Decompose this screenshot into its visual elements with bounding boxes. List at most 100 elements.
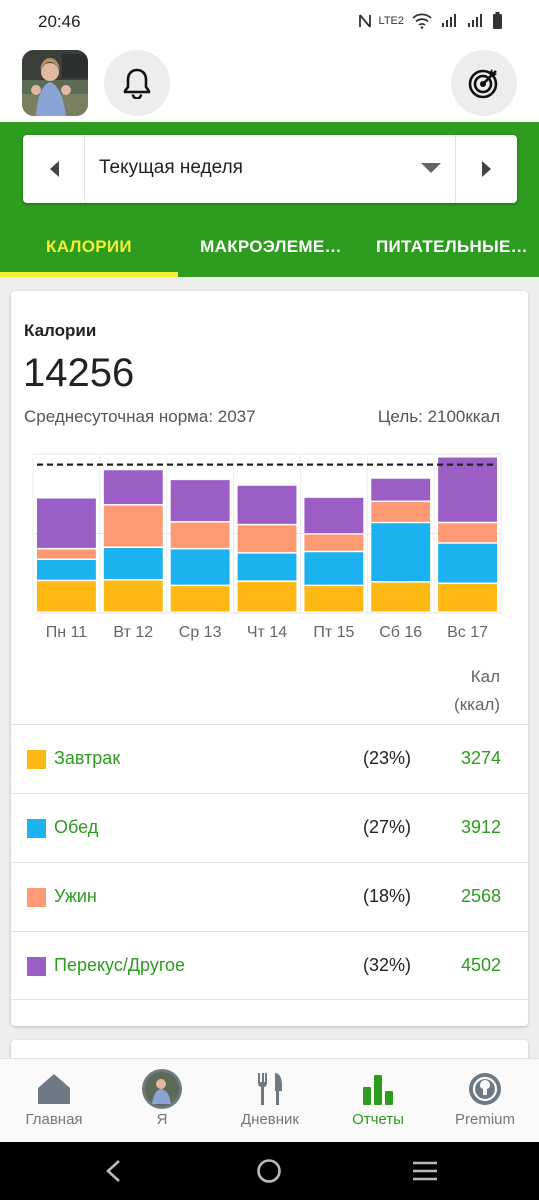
chart-bar-segment	[103, 470, 163, 505]
calories-total: 14256	[23, 351, 135, 395]
calorie-goal: Цель: 2100ккал	[377, 407, 500, 426]
chart-bar-segment	[103, 505, 163, 547]
meal-row-breakfast[interactable]: Завтрак (23%) 3274	[11, 724, 528, 793]
chart-bar-segment	[237, 581, 297, 612]
snack-swatch	[27, 957, 46, 976]
avatar[interactable]	[22, 50, 88, 116]
home-icon	[38, 1074, 70, 1104]
reports-header: Текущая неделя КАЛОРИИ МАКРОЭЛЕМЕ… ПИТАТ…	[0, 122, 539, 277]
chart-tick-label: Вс 17	[447, 624, 488, 641]
signal-icon	[468, 14, 482, 27]
nav-premium[interactable]: Premium	[431, 1059, 539, 1143]
home-system-button[interactable]	[254, 1156, 284, 1186]
nav-home[interactable]: Главная	[0, 1059, 108, 1143]
avatar-icon	[142, 1069, 182, 1109]
chart-bar-segment	[371, 478, 431, 501]
back-button[interactable]	[98, 1156, 128, 1186]
nav-reports[interactable]: Отчеты	[324, 1059, 432, 1143]
card-title: Калории	[24, 321, 97, 340]
chart-tick-label: Чт 14	[247, 624, 287, 641]
status-time: 20:46	[38, 12, 81, 31]
chart-tick-label: Пн 11	[46, 624, 87, 641]
next-week-button[interactable]	[455, 135, 517, 203]
meal-percent: (32%)	[363, 955, 412, 975]
tab-nutrients[interactable]: ПИТАТЕЛЬНЫЕ…	[376, 237, 528, 256]
status-icons: LTE2	[358, 12, 503, 30]
nfc-icon	[358, 14, 371, 28]
chart-bar-segment	[304, 497, 364, 534]
chart-bar-segment	[237, 485, 297, 524]
chevron-right-icon	[481, 161, 491, 177]
nav-me[interactable]: Я	[108, 1059, 216, 1143]
daily-average: Среднесуточная норма: 2037	[24, 407, 256, 426]
dropdown-arrow-icon[interactable]	[421, 163, 441, 173]
battery-icon	[493, 12, 502, 29]
nav-diary[interactable]: Дневник	[216, 1059, 324, 1143]
chart-bar-segment	[170, 549, 230, 585]
tab-calories[interactable]: КАЛОРИИ	[46, 237, 132, 256]
chart-bar-segment	[103, 580, 163, 612]
bar-chart-icon	[363, 1075, 393, 1105]
premium-icon	[469, 1073, 501, 1105]
recents-button[interactable]	[410, 1156, 440, 1186]
breakfast-swatch	[27, 750, 46, 769]
meal-percent: (27%)	[363, 817, 412, 837]
chart-bar-segment	[438, 584, 497, 612]
nav-label: Главная	[25, 1111, 83, 1128]
column-header-line1: Кал	[470, 667, 500, 686]
chart-bar-segment	[438, 523, 497, 543]
nav-label: Дневник	[241, 1111, 299, 1128]
network-label: LTE2	[378, 15, 404, 27]
chart-bar-segment	[103, 547, 163, 579]
tab-macros[interactable]: МАКРОЭЛЕМЕ…	[200, 237, 342, 256]
chart-bar-segment	[170, 522, 230, 548]
meal-name: Ужин	[54, 886, 97, 906]
meal-percent: (18%)	[363, 886, 412, 906]
meal-name: Завтрак	[54, 748, 121, 768]
meal-row-lunch[interactable]: Обед (27%) 3912	[11, 793, 528, 862]
dinner-swatch	[27, 888, 46, 907]
chart-bar-segment	[37, 498, 96, 548]
circle-home-icon	[257, 1159, 281, 1183]
chart-tick-label: Пт 15	[313, 624, 354, 641]
nav-label: Я	[156, 1111, 168, 1128]
tab-indicator	[0, 272, 178, 277]
chart-bar-segment	[237, 525, 297, 553]
fork-knife-icon	[257, 1073, 282, 1105]
meal-row-dinner[interactable]: Ужин (18%) 2568	[11, 862, 528, 931]
chart-tick-label: Вт 12	[113, 624, 153, 641]
meal-row-snack[interactable]: Перекус/Другое (32%) 4502	[11, 931, 528, 1000]
chart-tick-label: Сб 16	[379, 624, 422, 641]
chart-bar-segment	[371, 523, 431, 582]
goals-button[interactable]	[451, 50, 517, 116]
meal-value: 3912	[460, 817, 501, 837]
bell-icon	[123, 68, 151, 99]
chart-bar-segment	[371, 582, 431, 612]
status-bar: 20:46 LTE2	[0, 0, 539, 44]
chevron-left-icon	[49, 161, 59, 177]
chart-bar-segment	[371, 502, 431, 522]
bottom-nav: Главная Я Дневник	[0, 1058, 539, 1142]
week-label[interactable]: Текущая неделя	[99, 157, 243, 178]
prev-week-button[interactable]	[23, 135, 85, 203]
chart-bar-segment	[37, 581, 96, 612]
chart-bar-segment	[170, 586, 230, 612]
chart-bar-segment	[170, 480, 230, 522]
chart-bar-segment	[37, 560, 96, 580]
meal-value: 4502	[460, 955, 501, 975]
wifi-icon	[412, 13, 432, 29]
chart-bar-segment	[304, 552, 364, 585]
target-icon	[468, 69, 498, 99]
lunch-swatch	[27, 819, 46, 838]
meal-name: Обед	[54, 817, 99, 837]
calories-card: Калории 14256 Среднесуточная норма: 2037…	[11, 291, 528, 1026]
chart-bar-segment	[237, 553, 297, 581]
meal-name: Перекус/Другое	[54, 955, 186, 975]
chart-bar-segment	[304, 534, 364, 551]
menu-lines-icon	[413, 1161, 437, 1181]
signal-icon	[442, 14, 456, 27]
notifications-button[interactable]	[104, 50, 170, 116]
nav-label: Отчеты	[352, 1111, 404, 1128]
chart-bar-segment	[37, 549, 96, 559]
calories-chart[interactable]: Пн 11 Вт 12 Ср 13 Чт 14 Пт 15 Сб 16 Вс 17	[25, 451, 505, 641]
